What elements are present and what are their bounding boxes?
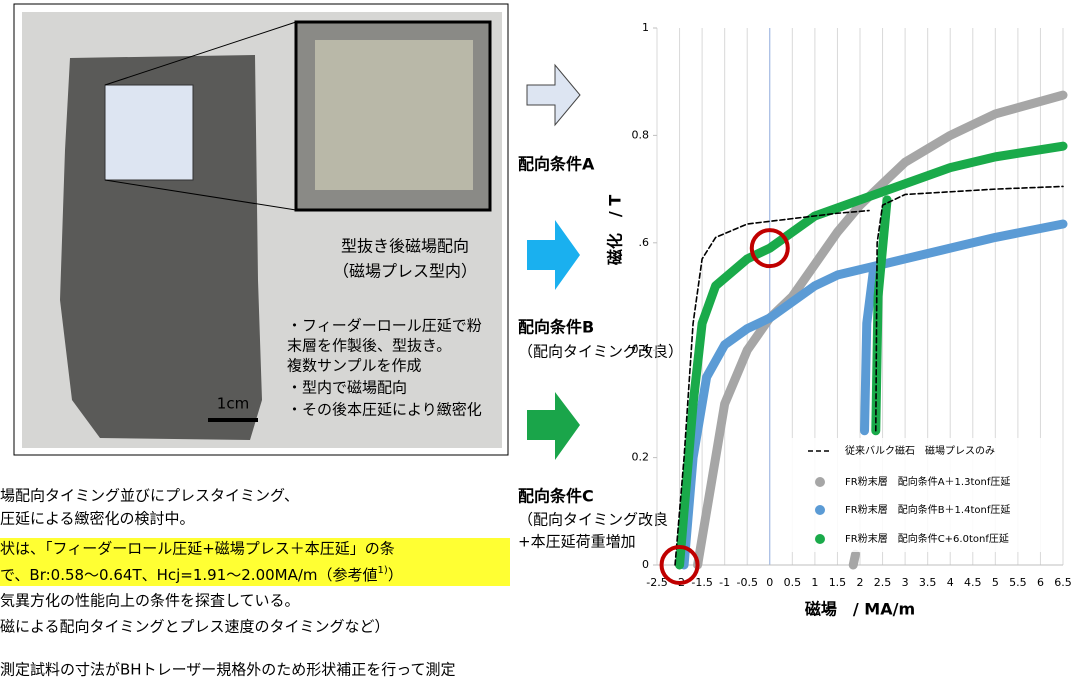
x-tick-label: -1.5 <box>691 576 712 589</box>
legend-label: FR粉末層 配向条件A＋1.3tonf圧延 <box>845 475 1010 488</box>
cut-area <box>104 84 194 181</box>
zoom-line <box>104 179 297 211</box>
legend-bg <box>790 438 1062 552</box>
x-tick-label: 2.5 <box>874 576 892 589</box>
x-tick-label: 5.5 <box>1009 576 1027 589</box>
x-tick-label: 4.5 <box>964 576 982 589</box>
body-line: 気異方化の性能向上の条件を探査している。 <box>0 592 300 610</box>
y-tick-label: .6 <box>639 236 650 249</box>
note: ・型内で磁場配向 <box>287 379 407 397</box>
x-tick-label: 0.5 <box>784 576 802 589</box>
x-tick-label: 1 <box>811 576 818 589</box>
footnote: 測定試料の寸法がBHトレーザー規格外のため形状補正を行って測定 <box>0 661 456 679</box>
caption: 型抜き後磁場配向 <box>341 237 469 256</box>
series-line <box>674 185 1064 566</box>
legend-key <box>815 505 825 515</box>
body-line: 磁による配向タイミングとプレス速度のタイミングなど） <box>0 618 390 636</box>
x-axis-title: 磁場 / MA/m <box>805 600 915 619</box>
x-tick-label: -0.5 <box>736 576 757 589</box>
legend-key <box>815 534 825 544</box>
scale-label: 1cm <box>217 395 249 413</box>
legend-label: FR粉末層 配向条件B＋1.4tonf圧延 <box>845 503 1010 516</box>
x-tick-label: 5 <box>992 576 999 589</box>
body-line: 状は、「フィーダーロール圧延+磁場プレス＋本圧延」の条 <box>0 540 395 558</box>
arrow-sub: （配向タイミング改良 <box>518 511 668 529</box>
highlight <box>0 538 510 586</box>
x-tick-label: -2.5 <box>646 576 667 589</box>
inset-sample <box>315 40 473 190</box>
series-line <box>693 90 1068 570</box>
arrow-b <box>527 220 580 290</box>
body-line: 場配向タイミング並びにプレスタイミング、 <box>0 487 299 505</box>
highlight-circle <box>659 545 700 585</box>
caption: （磁場プレス型内） <box>333 262 477 281</box>
arrow-label: 配向条件B <box>518 318 594 337</box>
highlight-end: ） <box>388 566 403 584</box>
legend-key <box>815 477 825 487</box>
note: 末層を作製後、型抜き。 <box>287 337 451 355</box>
note: ・その後本圧延により緻密化 <box>287 401 482 419</box>
note: 複数サンプルを作成 <box>287 357 422 375</box>
body-line: で、Br:0.58～0.64T、Hcj=1.91～2.00MA/m（参考値1)） <box>0 565 403 584</box>
arrow-label: 配向条件A <box>518 155 595 174</box>
note: ・フィーダーロール圧延で粉 <box>287 317 482 335</box>
zoom-line <box>104 21 297 86</box>
y-tick-label: 0 <box>642 558 649 571</box>
highlight-circle <box>749 228 790 269</box>
x-tick-label: 6.5 <box>1054 576 1072 589</box>
arrow-sub: +本圧延荷重増加 <box>518 533 636 551</box>
y-tick-label: 0.2 <box>632 451 650 464</box>
x-tick-label: 1.5 <box>829 576 847 589</box>
arrow-a <box>526 63 581 127</box>
highlight-sup: 1) <box>378 565 388 576</box>
y-tick-label: 0.8 <box>632 128 650 141</box>
series-line <box>679 219 1068 570</box>
y-axis-title: 磁化 / T <box>606 195 625 265</box>
x-tick-label: 4 <box>947 576 954 589</box>
y-tick-label: 0.4 <box>632 343 650 356</box>
body-line: 圧延による緻密化の検討中。 <box>0 510 195 528</box>
x-tick-label: 6 <box>1037 576 1044 589</box>
highlight-text: で、Br:0.58～0.64T、Hcj=1.91～2.00MA/m（参考値 <box>0 566 378 584</box>
x-tick-label: 0 <box>766 576 773 589</box>
arrow-label: 配向条件C <box>518 487 594 506</box>
x-tick-label: -1 <box>719 576 730 589</box>
legend-label: 従来バルク磁石 磁場プレスのみ <box>845 444 995 457</box>
arrow-c <box>527 392 580 460</box>
x-tick-label: 2 <box>857 576 864 589</box>
x-tick-label: 3.5 <box>919 576 937 589</box>
arrow-sub: （配向タイミング改良） <box>518 343 683 361</box>
x-tick-label: 3 <box>902 576 909 589</box>
legend-label: FR粉末層 配向条件C+6.0tonf圧延 <box>845 532 1009 545</box>
y-tick-label: 1 <box>642 21 649 34</box>
